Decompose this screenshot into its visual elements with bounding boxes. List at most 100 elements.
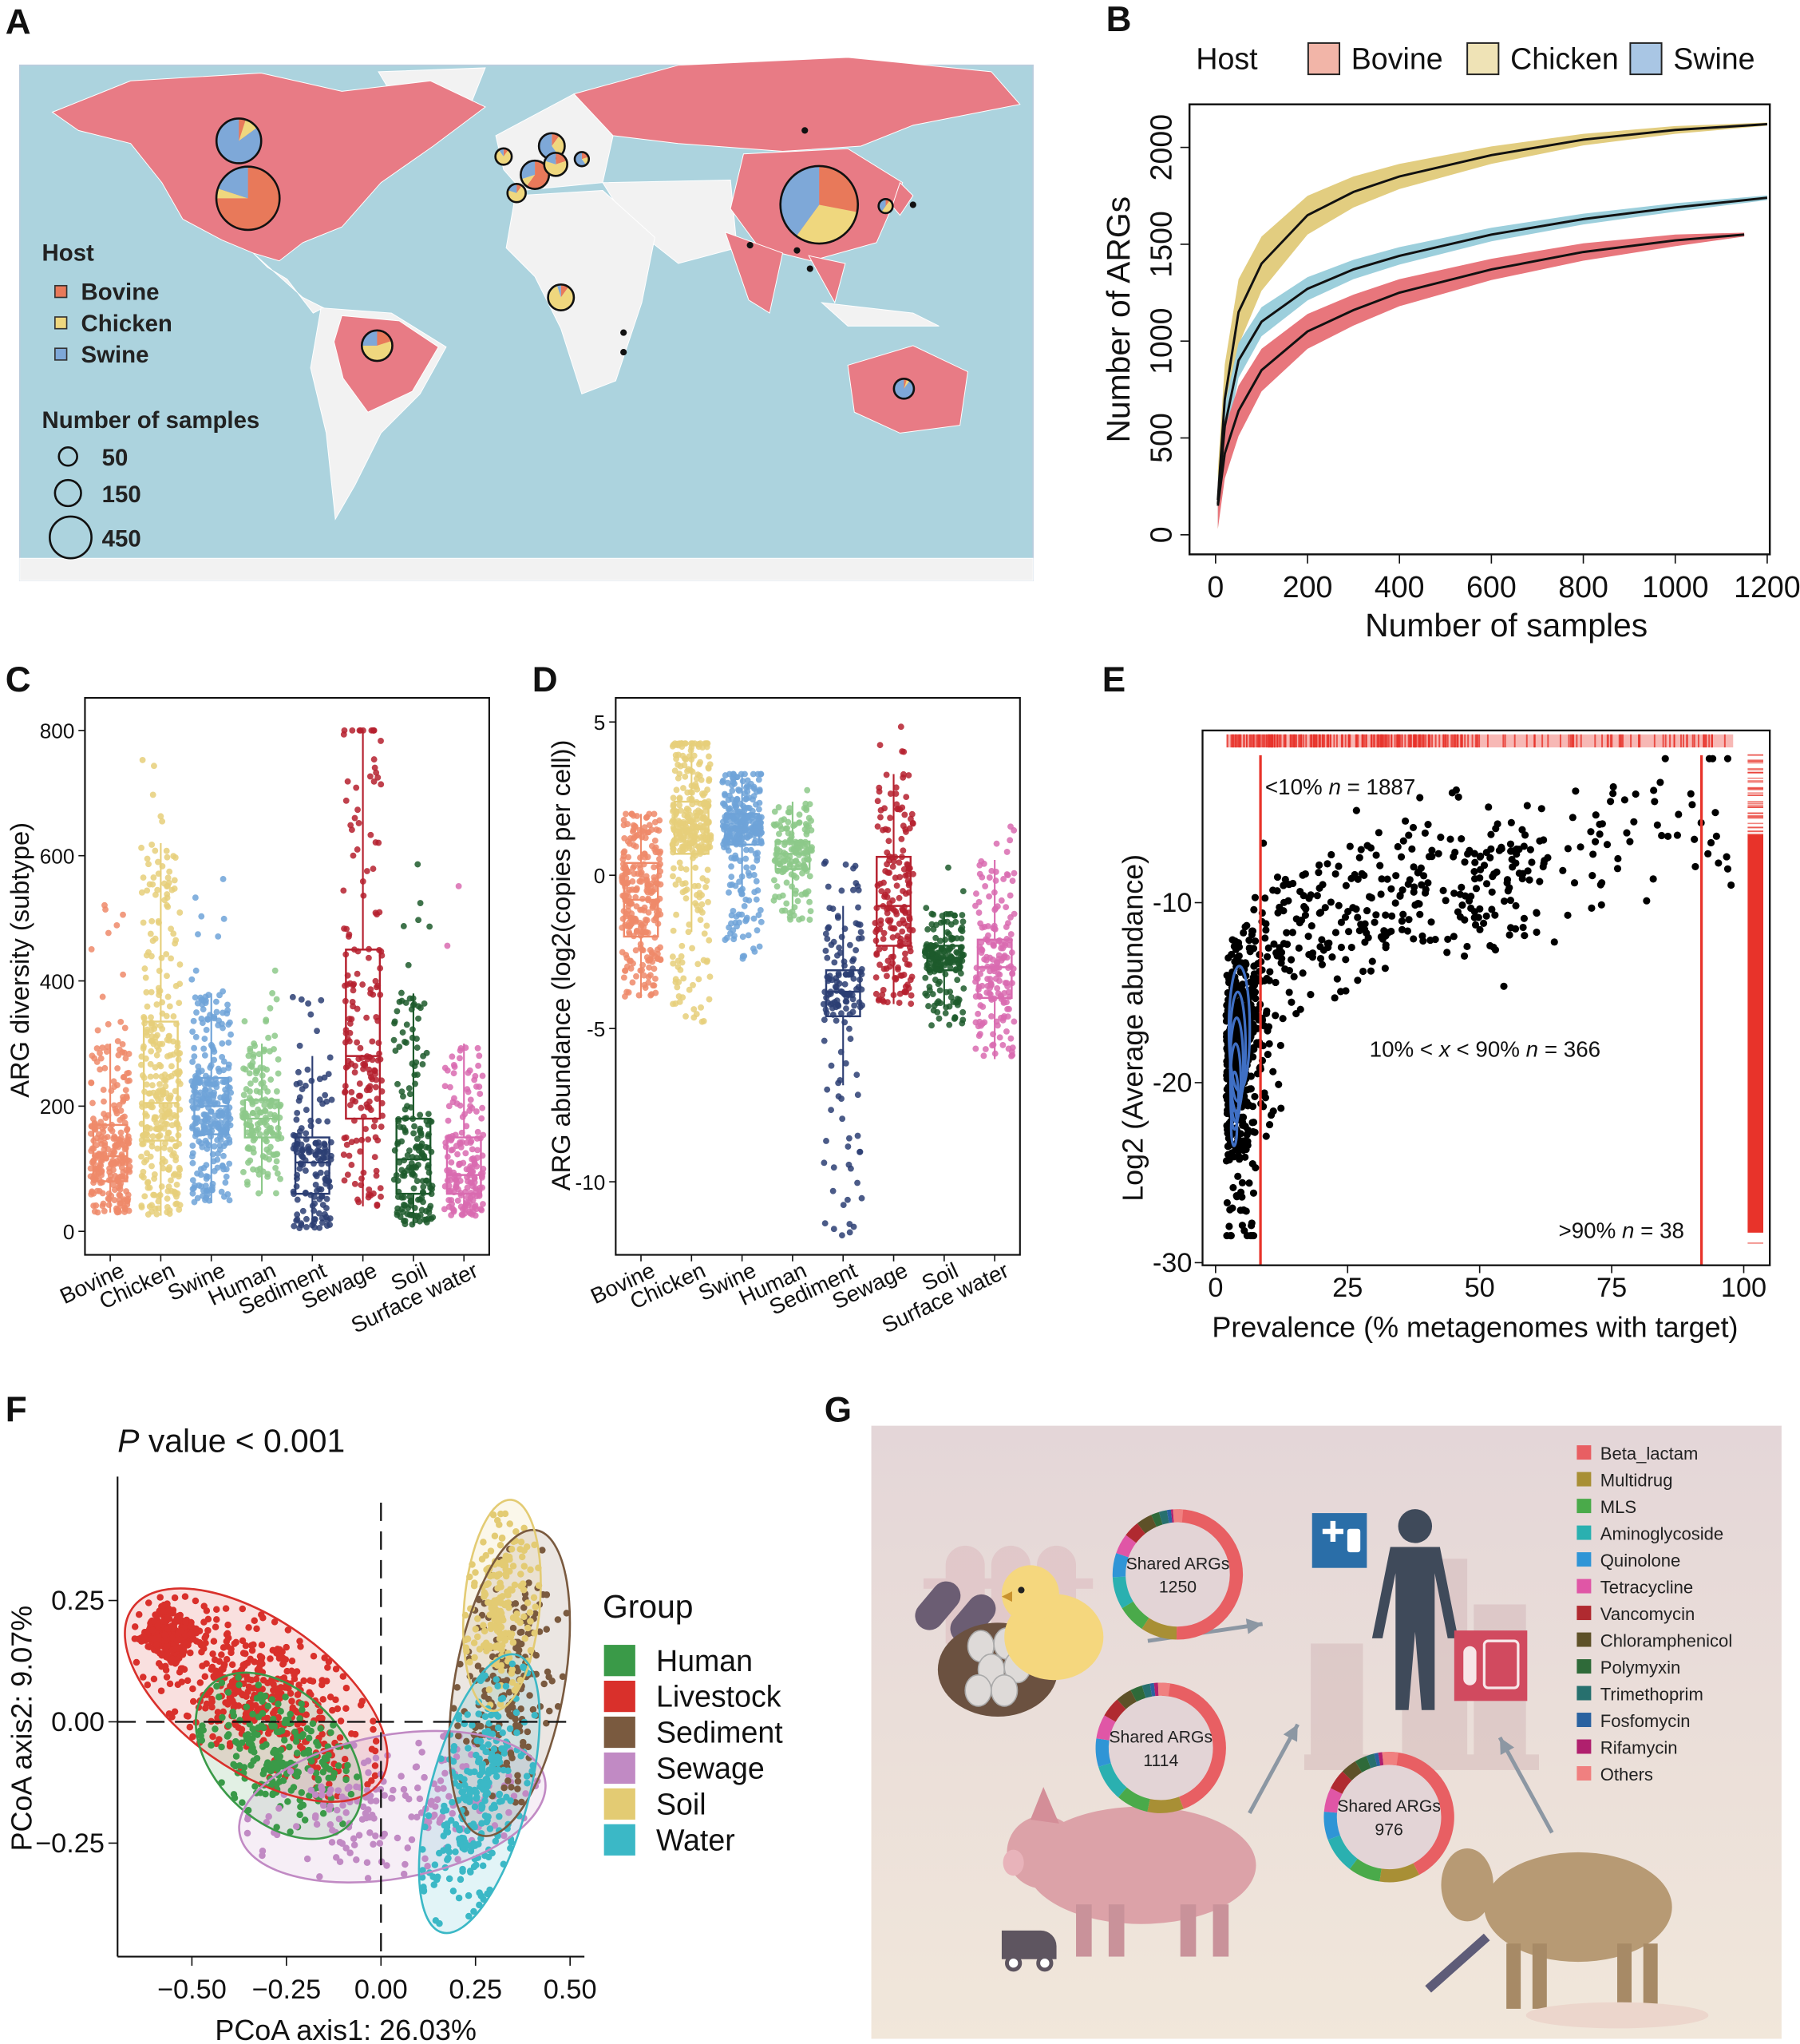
data-point <box>670 1000 676 1008</box>
data-point <box>638 869 645 876</box>
data-point <box>651 917 658 924</box>
data-point <box>195 1068 202 1075</box>
box-swine <box>719 770 765 962</box>
data-point <box>1232 1193 1241 1201</box>
data-point <box>114 1038 121 1044</box>
data-point <box>726 889 732 896</box>
data-point <box>972 1019 979 1026</box>
pie-japan <box>877 197 894 215</box>
data-point <box>273 1088 280 1095</box>
data-point <box>271 1116 278 1123</box>
y-tick-label: 200 <box>40 1095 75 1119</box>
data-point <box>700 957 707 964</box>
data-point <box>97 1066 104 1073</box>
data-point <box>251 1040 257 1047</box>
data-point <box>374 774 382 781</box>
data-point <box>277 1175 283 1182</box>
data-point <box>845 1161 853 1168</box>
data-point <box>884 972 890 980</box>
data-point <box>105 929 112 937</box>
data-point <box>172 1157 180 1164</box>
data-point <box>744 804 751 811</box>
annotation-low-prevalence: <10% n = 1887 <box>1265 774 1415 799</box>
data-point <box>469 1146 476 1153</box>
data-point <box>202 1117 208 1124</box>
data-point <box>942 937 949 943</box>
data-point <box>855 886 862 893</box>
data-point <box>172 937 180 944</box>
data-point <box>144 855 151 862</box>
data-point <box>1454 793 1462 801</box>
data-point <box>1323 860 1331 868</box>
data-point <box>289 993 296 1000</box>
data-point <box>247 1157 254 1164</box>
data-point <box>1228 1149 1236 1157</box>
annotation-part: n <box>1622 1218 1634 1242</box>
data-point <box>417 1111 424 1119</box>
data-point <box>340 887 347 894</box>
data-point <box>678 942 686 949</box>
data-point <box>741 953 748 960</box>
data-point <box>904 981 911 988</box>
data-point <box>450 1070 457 1077</box>
data-point <box>700 792 706 799</box>
data-point <box>1381 965 1389 972</box>
data-point <box>1355 926 1363 935</box>
x-tick-label: 1200 <box>1734 570 1800 604</box>
data-point <box>155 1133 162 1140</box>
data-point <box>139 756 146 763</box>
data-point <box>479 1104 486 1111</box>
data-point <box>1427 918 1435 926</box>
data-point <box>195 1063 202 1070</box>
data-point <box>476 1083 483 1090</box>
pie-slice-bovine <box>239 118 246 141</box>
data-point <box>351 1069 358 1075</box>
pie-slice-bovine <box>516 184 522 193</box>
data-point <box>341 925 347 932</box>
data-point <box>163 847 170 854</box>
data-point <box>653 826 660 833</box>
data-point <box>675 818 682 825</box>
pie-slice-bovine <box>556 153 567 164</box>
data-point <box>140 919 147 926</box>
data-point <box>830 1164 837 1171</box>
data-point <box>1421 829 1429 837</box>
data-point <box>1382 911 1390 919</box>
data-point <box>425 1111 432 1118</box>
pie-slice-bovine <box>526 160 549 189</box>
data-point <box>1491 911 1499 919</box>
data-point <box>264 1173 271 1180</box>
data-point <box>246 1118 253 1125</box>
data-point <box>1377 890 1385 898</box>
data-point <box>217 1136 224 1143</box>
box-bovine <box>619 810 664 1000</box>
data-point <box>171 1111 178 1119</box>
data-point <box>957 926 964 933</box>
data-point <box>680 835 687 842</box>
data-point <box>316 1075 323 1083</box>
data-point <box>896 894 903 901</box>
data-point <box>463 1123 470 1130</box>
data-point <box>1410 935 1418 943</box>
y-tick-label: 1000 <box>1144 307 1177 374</box>
data-point <box>623 988 631 996</box>
data-point <box>192 894 199 901</box>
data-point <box>226 1160 233 1167</box>
data-point <box>853 1072 860 1079</box>
data-point <box>685 818 692 825</box>
data-point <box>122 1055 129 1062</box>
data-point <box>369 1038 376 1045</box>
data-point <box>1316 954 1325 963</box>
data-point <box>143 1081 150 1088</box>
data-point <box>689 768 696 775</box>
data-point <box>975 909 983 916</box>
rug-band-right <box>1747 834 1764 1233</box>
data-point <box>198 1016 205 1022</box>
data-point <box>478 1115 485 1122</box>
data-point <box>745 932 752 939</box>
data-point <box>352 1098 359 1105</box>
data-point <box>726 881 734 889</box>
data-point <box>1262 1132 1270 1140</box>
data-point <box>986 990 993 997</box>
